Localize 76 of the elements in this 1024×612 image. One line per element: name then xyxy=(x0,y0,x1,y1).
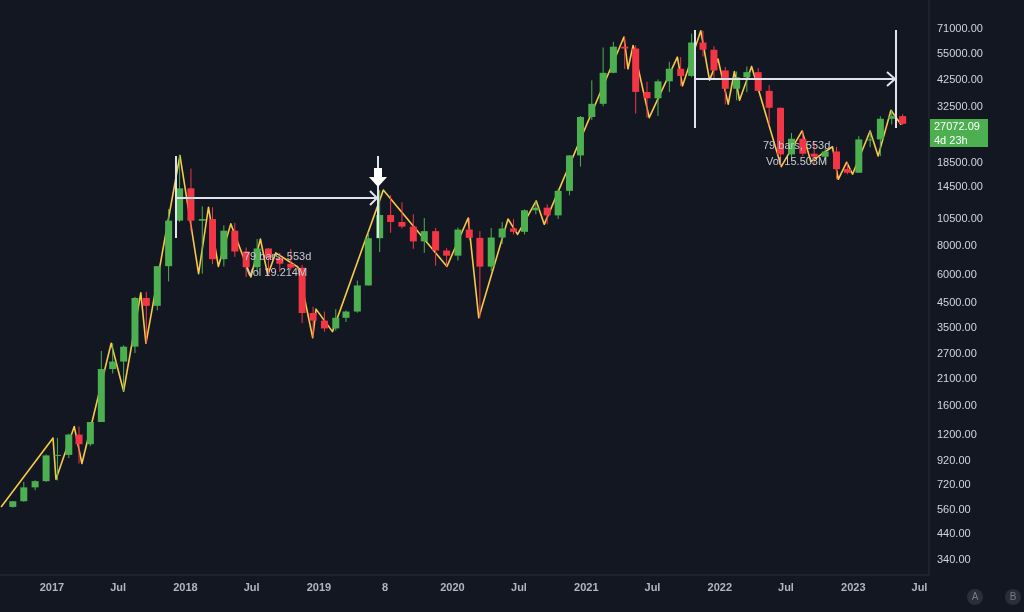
y-tick-label: 32500.00 xyxy=(937,99,983,112)
x-tick-label: Jul xyxy=(644,580,661,593)
x-tick-label: 2017 xyxy=(39,580,65,593)
candlestick xyxy=(398,201,406,229)
candlestick xyxy=(588,79,596,121)
y-tick-label: 8000.00 xyxy=(937,238,977,251)
y-tick-label: 42500.00 xyxy=(937,72,983,85)
text: 27072.09 xyxy=(930,119,988,133)
candlestick xyxy=(120,344,128,392)
candlestick xyxy=(654,78,662,117)
y-tick-label: 4500.00 xyxy=(937,296,977,309)
candlestick xyxy=(65,433,73,459)
candlestick xyxy=(643,81,651,119)
candlestick xyxy=(665,61,673,93)
y-tick-label: 14500.00 xyxy=(937,179,983,192)
candlestick xyxy=(409,213,417,250)
y-tick-label: 340.00 xyxy=(937,553,971,566)
y-tick-label: 55000.00 xyxy=(937,47,983,60)
candlestick xyxy=(198,205,206,275)
candlestick xyxy=(721,66,729,105)
candlestick xyxy=(86,421,94,447)
candlestick xyxy=(342,309,350,323)
candlestick xyxy=(443,247,451,267)
y-tick-label: 1200.00 xyxy=(937,427,977,440)
candlestick xyxy=(142,291,150,344)
candlestick xyxy=(765,84,773,126)
y-tick-label: 71000.00 xyxy=(937,21,983,34)
y-tick-label: 1600.00 xyxy=(937,399,977,412)
x-tick-label: Jul xyxy=(911,580,928,593)
x-tick-label: Jul xyxy=(778,580,794,593)
y-tick-label: 560.00 xyxy=(937,503,971,516)
candlestick xyxy=(866,130,874,148)
candlestick xyxy=(876,115,884,157)
y-tick-label: 2100.00 xyxy=(937,371,977,384)
x-tick-label: 2023 xyxy=(841,580,866,593)
candlestick xyxy=(309,306,317,339)
x-tick-label: 2021 xyxy=(574,580,599,593)
y-tick-label: 440.00 xyxy=(937,527,971,540)
candlestick xyxy=(543,203,551,225)
x-tick-label: Jul xyxy=(110,580,127,593)
candlestick xyxy=(53,437,61,481)
candlestick xyxy=(832,146,840,180)
candlestick xyxy=(521,208,528,235)
candlestick xyxy=(387,194,395,234)
x-tick-label: 2022 xyxy=(707,580,733,593)
y-tick-label: 3500.00 xyxy=(937,321,977,334)
candlestick xyxy=(677,56,685,87)
candlestick xyxy=(420,217,428,254)
candlestick xyxy=(498,221,506,245)
x-tick-label: 2020 xyxy=(440,580,465,593)
x-tick-label: Jul xyxy=(511,580,527,593)
text: 4d 23h xyxy=(930,133,988,147)
x-tick-label: 8 xyxy=(382,580,389,593)
text: A xyxy=(967,589,983,605)
y-tick-label: 10500.00 xyxy=(937,211,983,224)
x-tick-label: 2018 xyxy=(173,580,198,593)
candlestick xyxy=(710,45,718,81)
x-tick-label: 2019 xyxy=(306,580,332,593)
candlestick xyxy=(699,30,707,57)
candlestick xyxy=(75,426,83,464)
candlestick xyxy=(332,308,340,332)
candlestick xyxy=(231,222,239,258)
y-tick-label: 920.00 xyxy=(937,454,971,467)
candlestick xyxy=(109,342,117,374)
candlestick xyxy=(432,227,440,267)
candlestick xyxy=(20,481,28,503)
candlestick xyxy=(320,311,328,333)
y-tick-label: 18500.00 xyxy=(937,155,983,168)
candlestick xyxy=(743,65,751,93)
candlestick xyxy=(621,36,629,70)
y-tick-label: 6000.00 xyxy=(937,267,977,280)
text: B xyxy=(1005,589,1021,605)
x-tick-label: Jul xyxy=(243,580,260,593)
y-tick-label: 2700.00 xyxy=(937,347,977,359)
candlestick xyxy=(465,217,473,241)
y-tick-label: 720.00 xyxy=(937,478,971,491)
